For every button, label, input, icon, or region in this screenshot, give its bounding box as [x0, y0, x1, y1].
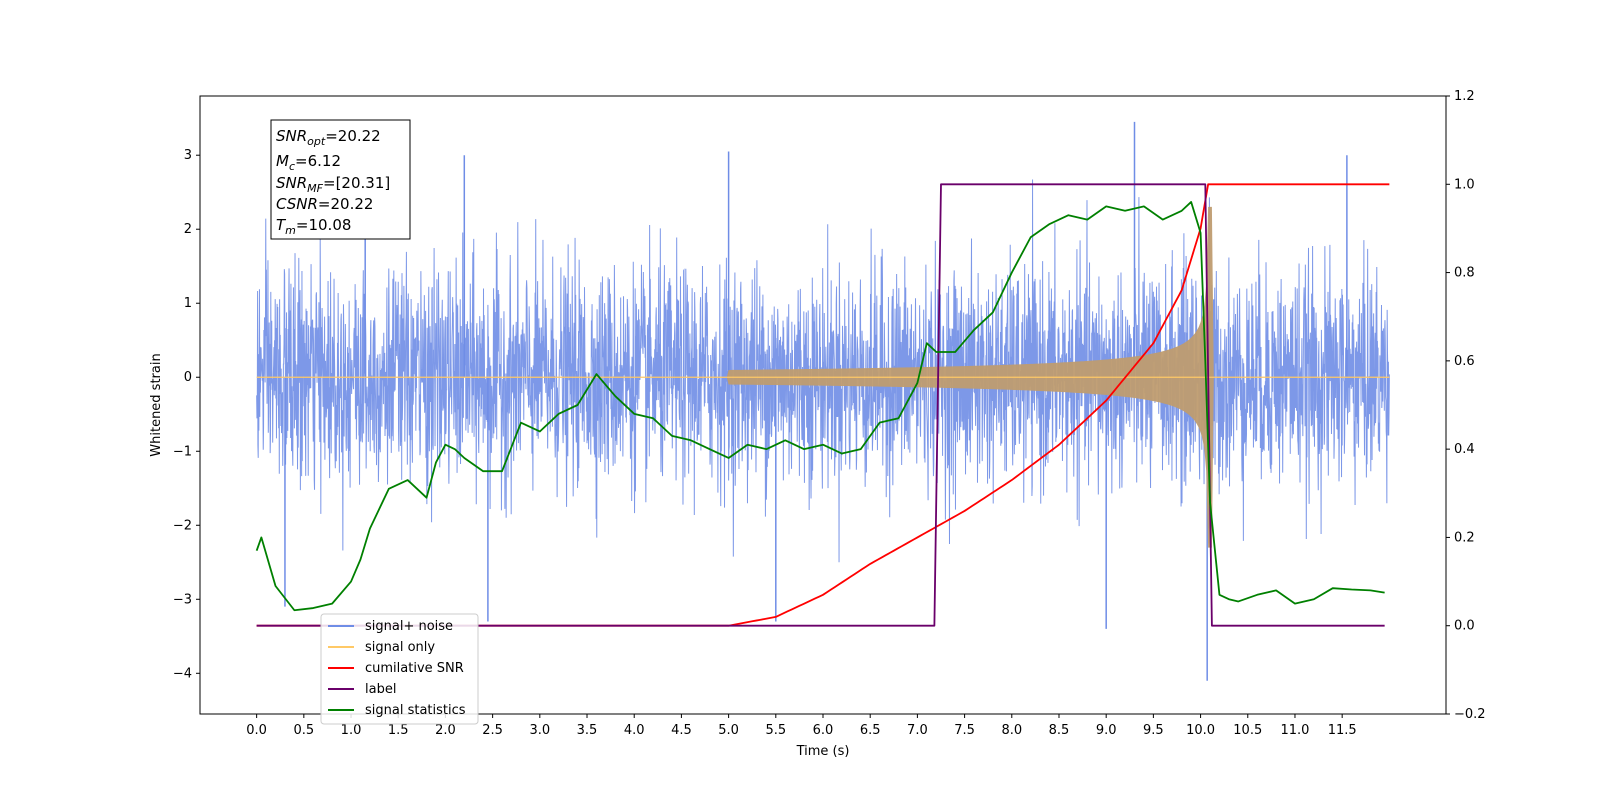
legend-label-cumulative-snr: cumilative SNR	[365, 661, 464, 676]
signal-statistics-line	[255, 201, 1385, 612]
x-tick-label: 11.5	[1328, 723, 1357, 738]
annotation-box: SNRopt=20.22 Mc=6.12 SNRMF=[20.31] CSNR=…	[270, 119, 411, 240]
y-tick-label: 1	[184, 296, 192, 311]
secondary-axis-series	[255, 183, 1390, 627]
y-tick-label: 3	[184, 148, 192, 163]
x-tick-label: 10.5	[1233, 723, 1262, 738]
legend-frame	[320, 613, 479, 725]
x-tick-label: 8.5	[1049, 723, 1070, 738]
y2-tick-label: 0.4	[1454, 442, 1475, 457]
x-tick-label: 4.0	[624, 723, 645, 738]
y2-tick-label: 0.8	[1454, 266, 1475, 281]
x-tick-label: 4.5	[671, 723, 692, 738]
x-tick-label: 11.0	[1280, 723, 1309, 738]
y2-tick-label: 1.0	[1454, 177, 1475, 192]
x-tick-label: 7.0	[907, 723, 928, 738]
y2-tick-label: 1.2	[1454, 89, 1475, 104]
y-tick-label: −2	[173, 518, 192, 533]
x-tick-label: 5.5	[765, 723, 786, 738]
x-tick-label: 9.0	[1096, 723, 1117, 738]
y-axis-right: −0.2 0.0 0.2 0.4 0.6 0.8 1.0 1.2	[1446, 89, 1486, 722]
x-tick-label: 0.5	[293, 723, 314, 738]
x-tick-label: 10.0	[1186, 723, 1215, 738]
x-tick-label: 9.5	[1143, 723, 1164, 738]
x-tick-label: 6.0	[813, 723, 834, 738]
x-tick-label: 0.0	[246, 723, 267, 738]
x-tick-label: 1.0	[341, 723, 362, 738]
x-tick-label: 7.5	[954, 723, 975, 738]
y-tick-label: −4	[173, 666, 192, 681]
legend-label-signal-statistics: signal statistics	[365, 703, 466, 718]
y-tick-label: 2	[184, 222, 192, 237]
x-tick-label: 6.5	[860, 723, 881, 738]
legend: signal+ noise signal only cumilative SNR…	[320, 613, 479, 725]
y-axis-label: Whitened strain	[149, 353, 164, 456]
x-tick-label: 5.0	[718, 723, 739, 738]
y2-tick-label: 0.2	[1454, 530, 1475, 545]
x-axis-label: Time (s)	[796, 744, 850, 759]
x-tick-label: 2.0	[435, 723, 456, 738]
annotation-line-1: SNRopt=20.22	[276, 127, 381, 148]
annotation-line-5: Tm=10.08	[276, 216, 351, 237]
signal-only-series	[256, 206, 1390, 548]
label-line	[256, 183, 1385, 627]
y-tick-label: −1	[173, 444, 192, 459]
legend-label-label: label	[365, 682, 396, 697]
x-tick-label: 3.5	[577, 723, 598, 738]
y-tick-label: 0	[184, 370, 192, 385]
y2-tick-label: −0.2	[1454, 707, 1486, 722]
y2-tick-label: 0.0	[1454, 619, 1475, 634]
x-tick-label: 3.0	[529, 723, 550, 738]
legend-label-signal-noise: signal+ noise	[365, 619, 453, 634]
x-tick-label: 1.5	[388, 723, 409, 738]
annotation-line-3: SNRMF=[20.31]	[276, 174, 390, 195]
x-tick-label: 2.5	[482, 723, 503, 738]
x-axis: 0.0 0.5 1.0 1.5 2.0 2.5 3.0 3.5 4.0 4.5 5.0 5.5 6.0 6…	[246, 714, 1357, 738]
x-tick-label: 8.0	[1001, 723, 1022, 738]
y2-tick-label: 0.6	[1454, 354, 1475, 369]
annotation-line-4: CSNR=20.22	[276, 195, 373, 213]
annotation-line-2: Mc=6.12	[276, 152, 341, 173]
y-tick-label: −3	[173, 592, 192, 607]
y-axis-left: −4 −3 −2 −1 0 1 2 3	[173, 148, 200, 681]
cumulative-snr-line	[256, 183, 1390, 627]
legend-label-signal-only: signal only	[365, 640, 435, 655]
